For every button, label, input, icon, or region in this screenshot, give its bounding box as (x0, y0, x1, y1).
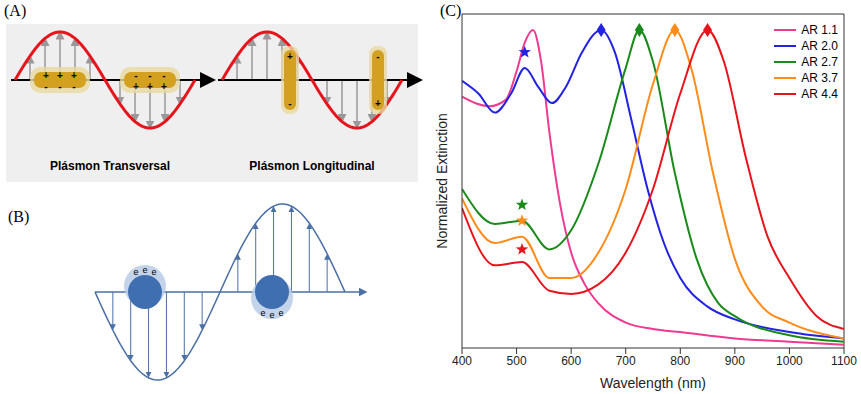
svg-text:-: - (58, 81, 61, 92)
svg-text:e: e (151, 267, 156, 277)
svg-text:600: 600 (561, 354, 581, 368)
svg-text:Normalized Extinction: Normalized Extinction (434, 113, 450, 248)
svg-text:-: - (44, 81, 47, 92)
html-text:AR 3.7: AR 3.7 (801, 71, 838, 85)
svg-text:-: - (148, 70, 151, 81)
svg-text:-: - (162, 70, 165, 81)
svg-text:900: 900 (725, 354, 745, 368)
svg-text:-: - (72, 81, 75, 92)
html-text:AR 2.0: AR 2.0 (801, 39, 838, 53)
svg-text:+: + (57, 70, 63, 81)
html-text:AR 4.4: AR 4.4 (801, 87, 838, 101)
svg-text:+: + (133, 81, 139, 92)
svg-text:e: e (269, 310, 274, 320)
svg-text:(A): (A) (4, 2, 26, 20)
svg-text:800: 800 (670, 354, 690, 368)
svg-text:500: 500 (507, 354, 527, 368)
svg-text:+: + (375, 98, 381, 109)
svg-text:+: + (147, 81, 153, 92)
svg-text:400: 400 (452, 354, 472, 368)
svg-text:+: + (71, 70, 77, 81)
svg-text:+: + (161, 81, 167, 92)
svg-text:+: + (287, 51, 293, 62)
svg-text:700: 700 (616, 354, 636, 368)
html-text:AR 1.1: AR 1.1 (801, 23, 838, 37)
svg-text:-: - (376, 51, 379, 62)
svg-text:(B): (B) (8, 208, 29, 226)
svg-text:-: - (134, 70, 137, 81)
svg-text:1100: 1100 (831, 354, 857, 368)
svg-text:e: e (133, 267, 138, 277)
svg-text:e: e (142, 265, 147, 275)
svg-text:Wavelength (nm): Wavelength (nm) (600, 375, 706, 391)
svg-text:e: e (278, 308, 283, 318)
svg-text:1000: 1000 (776, 354, 803, 368)
svg-text:+: + (43, 70, 49, 81)
svg-text:e: e (260, 308, 265, 318)
html-text:(C): (C) (440, 2, 462, 19)
svg-text:Plásmon Transversal: Plásmon Transversal (50, 159, 170, 173)
html-text:AR 2.7: AR 2.7 (801, 55, 838, 69)
svg-text:-: - (288, 98, 291, 109)
svg-text:Plásmon Longitudinal: Plásmon Longitudinal (249, 159, 374, 173)
